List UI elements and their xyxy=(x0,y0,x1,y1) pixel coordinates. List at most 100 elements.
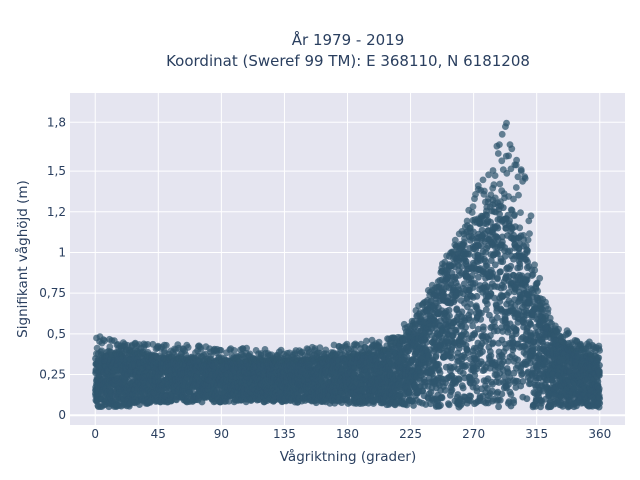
data-point xyxy=(517,209,524,217)
data-point xyxy=(484,300,491,308)
data-point xyxy=(463,362,471,369)
data-point xyxy=(499,238,506,246)
data-point xyxy=(523,276,531,284)
data-point xyxy=(406,389,413,396)
data-point xyxy=(448,354,455,362)
data-point xyxy=(466,316,474,324)
data-point xyxy=(445,306,453,314)
data-point xyxy=(512,326,520,333)
data-point xyxy=(469,203,477,211)
data-point xyxy=(410,402,417,409)
data-point xyxy=(363,337,370,345)
data-point xyxy=(423,333,431,341)
data-point xyxy=(496,396,504,404)
data-point xyxy=(435,361,442,368)
data-point xyxy=(479,326,487,334)
data-point xyxy=(477,315,485,323)
data-point xyxy=(521,175,529,182)
data-point xyxy=(502,344,510,352)
data-point xyxy=(489,340,496,348)
data-point xyxy=(524,247,531,255)
data-point xyxy=(184,344,192,351)
data-point xyxy=(469,322,476,330)
data-point xyxy=(460,280,468,288)
data-point xyxy=(487,332,494,339)
data-point xyxy=(510,396,517,404)
data-point xyxy=(452,326,460,334)
data-point xyxy=(473,377,480,385)
data-point xyxy=(490,181,498,189)
data-point xyxy=(471,372,479,379)
data-point xyxy=(482,306,490,313)
data-point xyxy=(491,261,499,269)
data-point xyxy=(432,353,440,361)
data-point xyxy=(375,338,383,346)
data-point xyxy=(437,401,444,409)
data-point xyxy=(463,217,471,225)
data-point xyxy=(482,249,490,256)
data-point xyxy=(526,230,533,238)
data-point xyxy=(467,300,474,308)
data-point xyxy=(494,224,502,232)
data-point xyxy=(503,119,510,127)
data-point xyxy=(451,236,459,244)
data-point xyxy=(507,262,515,270)
data-point xyxy=(230,347,238,354)
data-point xyxy=(343,340,351,348)
data-point xyxy=(144,341,152,348)
data-point xyxy=(494,150,502,157)
data-point xyxy=(522,282,530,290)
data-point xyxy=(491,172,499,180)
data-point xyxy=(482,258,489,265)
data-point xyxy=(467,308,474,316)
data-point xyxy=(409,356,417,364)
data-point xyxy=(507,391,515,398)
data-point xyxy=(525,217,533,225)
data-point xyxy=(162,341,170,349)
data-point xyxy=(515,191,522,199)
data-point xyxy=(496,180,504,188)
data-point xyxy=(500,284,508,291)
data-point xyxy=(489,270,497,277)
data-point xyxy=(465,250,473,258)
data-point xyxy=(523,395,531,403)
data-point xyxy=(464,349,472,356)
data-point xyxy=(498,130,506,138)
data-point xyxy=(495,403,502,411)
data-point xyxy=(491,294,498,302)
data-point xyxy=(499,328,507,335)
data-point xyxy=(468,272,476,279)
data-point xyxy=(460,241,468,249)
data-point xyxy=(525,300,533,307)
data-point xyxy=(514,356,522,364)
data-point xyxy=(487,218,494,226)
data-point xyxy=(493,314,501,321)
data-point xyxy=(458,308,466,316)
data-point xyxy=(505,152,512,160)
data-point xyxy=(225,397,233,405)
data-point xyxy=(448,386,456,394)
chart-title-line1: År 1979 - 2019 xyxy=(292,30,405,49)
data-point xyxy=(480,190,488,198)
data-point xyxy=(498,157,506,165)
data-point xyxy=(473,292,481,300)
data-point xyxy=(512,184,520,191)
data-point xyxy=(474,325,482,333)
data-point xyxy=(510,195,517,203)
data-point xyxy=(459,384,467,392)
data-point xyxy=(423,338,430,346)
data-point xyxy=(98,347,106,355)
data-point xyxy=(479,348,486,355)
data-point xyxy=(487,352,495,360)
data-point xyxy=(451,276,458,283)
data-point xyxy=(505,289,513,296)
data-point xyxy=(499,258,507,266)
data-point xyxy=(484,385,491,392)
data-point xyxy=(498,390,506,398)
data-point xyxy=(316,344,324,351)
data-point xyxy=(455,375,463,383)
data-point xyxy=(519,378,527,385)
scatter-points xyxy=(92,119,604,411)
data-point xyxy=(503,169,511,177)
